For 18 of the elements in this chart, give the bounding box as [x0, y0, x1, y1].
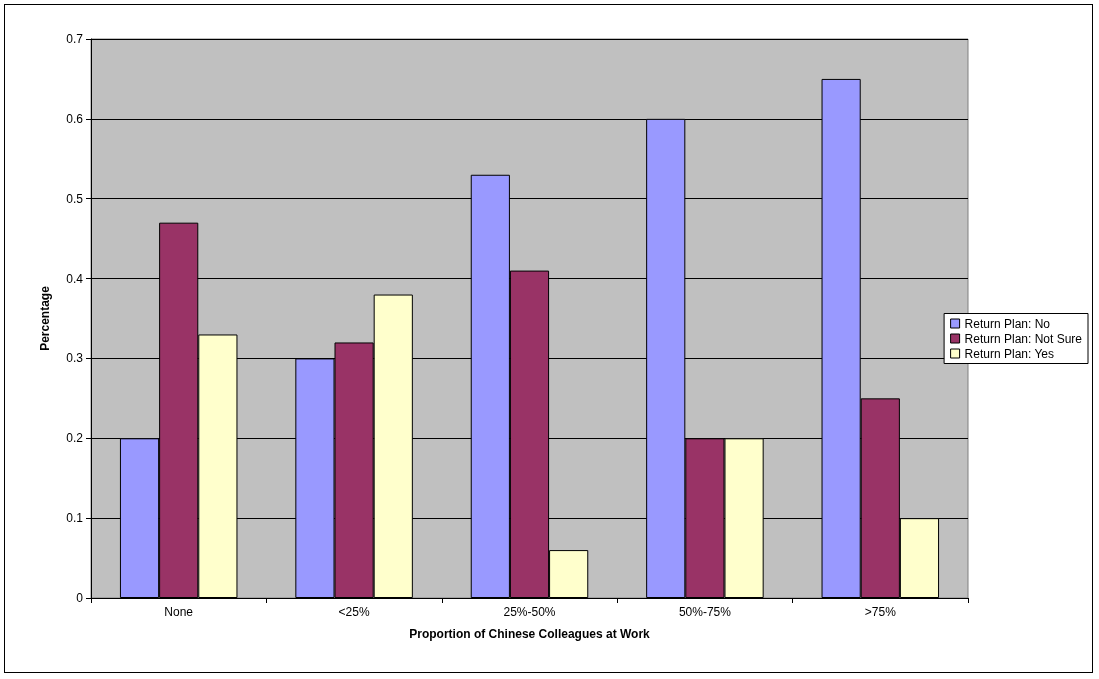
- x-tick-label: 50%-75%: [678, 605, 732, 619]
- x-tick-label: >75%: [864, 605, 897, 619]
- y-tick-label: 0.2: [66, 431, 84, 446]
- y-tick-label: 0.3: [66, 351, 84, 366]
- legend-label: Return Plan: Yes: [964, 346, 1055, 361]
- y-tick-label: 0.4: [66, 271, 84, 286]
- y-tick-label: 0: [76, 591, 84, 605]
- legend-label: Return Plan: Not Sure: [964, 331, 1083, 346]
- x-tick-label: <25%: [338, 605, 370, 619]
- x-tick-label: None: [164, 605, 194, 619]
- y-tick-label: 0.7: [66, 32, 84, 46]
- x-tick-label: 25%-50%: [503, 605, 556, 619]
- y-tick-label: 0.5: [66, 191, 84, 206]
- x-axis-title: Proportion of Chinese Colleagues at Work: [409, 627, 651, 641]
- y-tick-label: 0.1: [66, 511, 84, 526]
- legend-label: Return Plan: No: [964, 316, 1051, 331]
- y-axis-title: Percentage: [38, 285, 52, 351]
- y-tick-label: 0.6: [66, 111, 84, 126]
